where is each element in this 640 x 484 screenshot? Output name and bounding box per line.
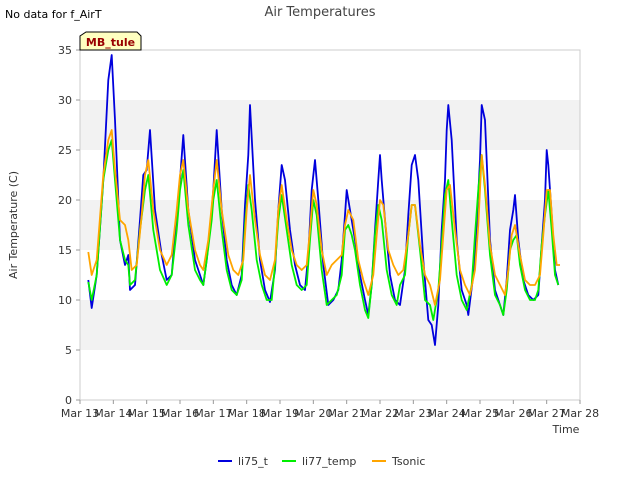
chart-title: Air Temperatures bbox=[264, 5, 375, 20]
x-tick-label: Mar 15 bbox=[128, 407, 166, 420]
x-tick-label: Mar 20 bbox=[294, 407, 332, 420]
badge-shape bbox=[79, 31, 142, 51]
x-tick-label: Mar 25 bbox=[461, 407, 499, 420]
y-axis-ticks: 0 5 10 15 20 25 30 35 bbox=[58, 44, 80, 407]
x-tick-label: Mar 16 bbox=[161, 407, 199, 420]
legend-item: li75_t bbox=[218, 455, 269, 468]
grid-band bbox=[80, 100, 580, 150]
y-tick-label: 30 bbox=[58, 94, 72, 107]
y-tick-label: 25 bbox=[58, 144, 72, 157]
x-tick-label: Mar 17 bbox=[194, 407, 232, 420]
y-axis-label: Air Temperature (C) bbox=[7, 171, 20, 279]
legend: li75_t li77_temp Tsonic bbox=[218, 455, 425, 468]
x-tick-label: Mar 18 bbox=[228, 407, 266, 420]
x-tick-label: Mar 21 bbox=[328, 407, 366, 420]
y-tick-label: 5 bbox=[65, 344, 72, 357]
x-tick-label: Mar 22 bbox=[361, 407, 399, 420]
series-lines bbox=[87, 54, 560, 346]
grid-band bbox=[80, 300, 580, 350]
series-line-tsonic bbox=[87, 129, 560, 306]
legend-label: Tsonic bbox=[391, 455, 425, 468]
legend-item: Tsonic bbox=[372, 455, 425, 468]
grid-band bbox=[80, 200, 580, 250]
plot-frame bbox=[79, 49, 581, 401]
x-tick-label: Mar 27 bbox=[528, 407, 566, 420]
x-tick-label: Mar 24 bbox=[428, 407, 466, 420]
y-tick-label: 10 bbox=[58, 294, 72, 307]
x-tick-label: Mar 28 bbox=[561, 407, 599, 420]
grid-band bbox=[80, 350, 580, 400]
grid-band bbox=[80, 50, 580, 100]
badge-label: MB_tule bbox=[86, 36, 135, 49]
legend-label: li77_temp bbox=[302, 455, 356, 468]
legend-item: li77_temp bbox=[282, 455, 356, 468]
legend-label: li75_t bbox=[238, 455, 269, 468]
plot-background-bands bbox=[80, 50, 580, 400]
station-badge: MB_tule bbox=[79, 31, 142, 51]
x-tick-label: Mar 19 bbox=[261, 407, 299, 420]
x-tick-label: Mar 23 bbox=[394, 407, 432, 420]
y-tick-label: 15 bbox=[58, 244, 72, 257]
x-axis-label: Time bbox=[552, 423, 580, 436]
x-tick-label: Mar 14 bbox=[94, 407, 132, 420]
y-tick-label: 35 bbox=[58, 44, 72, 57]
no-data-note: No data for f_AirT bbox=[5, 8, 102, 21]
y-tick-label: 0 bbox=[65, 394, 72, 407]
x-tick-label: Mar 13 bbox=[61, 407, 99, 420]
x-tick-label: Mar 26 bbox=[494, 407, 532, 420]
grid-band bbox=[80, 150, 580, 200]
y-tick-label: 20 bbox=[58, 194, 72, 207]
